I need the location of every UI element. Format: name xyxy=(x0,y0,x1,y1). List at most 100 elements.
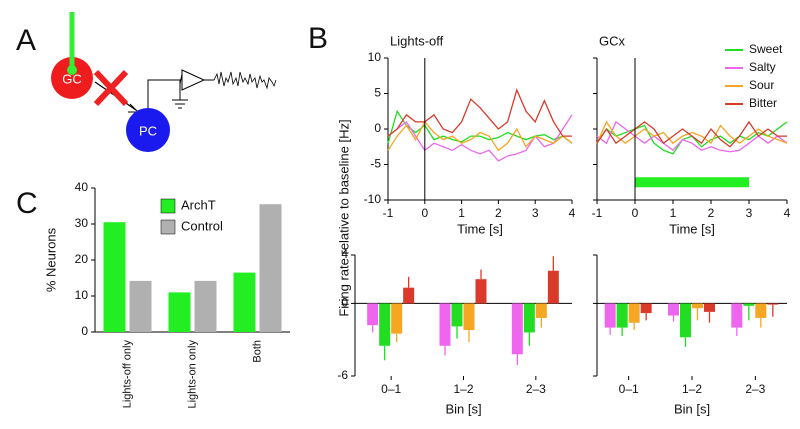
bar xyxy=(535,303,547,318)
series-line xyxy=(387,120,573,152)
bar xyxy=(604,303,616,328)
bar xyxy=(547,270,559,304)
bar xyxy=(616,303,628,328)
x-tick-label: 0 xyxy=(421,206,428,220)
bar xyxy=(755,303,767,318)
series-line xyxy=(387,88,572,137)
series-line xyxy=(596,120,787,148)
x-tick-label: -1 xyxy=(592,206,603,220)
y-tick-label: 30 xyxy=(75,216,89,230)
bar xyxy=(511,303,523,355)
x-tick-label: 1–2 xyxy=(453,382,473,396)
node-label: PC xyxy=(139,123,157,138)
bar xyxy=(367,303,379,326)
bar xyxy=(451,303,463,327)
x-tick-label: 2 xyxy=(495,206,502,220)
bar xyxy=(439,303,451,346)
node-label: GC xyxy=(62,71,82,86)
bar xyxy=(680,303,691,338)
bar xyxy=(168,292,191,332)
bar xyxy=(391,303,403,334)
series-line xyxy=(387,114,573,162)
bar xyxy=(403,287,415,304)
bar xyxy=(640,303,652,314)
bar xyxy=(379,303,391,346)
x-tick-label: 3 xyxy=(532,206,539,220)
x-tick-label: Lights-on only xyxy=(186,340,198,409)
bar xyxy=(259,204,282,332)
x-tick-label: 0–1 xyxy=(381,382,401,396)
y-tick-label: -5 xyxy=(370,157,381,171)
x-tick-label: 1 xyxy=(670,206,677,220)
x-tick-label: 2–3 xyxy=(745,382,765,396)
x-axis-label: Bin [s] xyxy=(445,401,481,416)
x-tick-label: 1–2 xyxy=(682,382,702,396)
diagram: GC PC xyxy=(51,12,277,152)
x-axis-label: Time [s] xyxy=(457,221,503,236)
panel-label: B xyxy=(308,22,328,55)
y-tick-label: -6 xyxy=(337,368,348,382)
y-axis-label: Firing rate relative to baseline [Hz] xyxy=(336,119,351,316)
legend-swatch xyxy=(160,219,176,235)
chart-title: GCx xyxy=(599,33,626,48)
bar xyxy=(523,303,535,333)
panel-label: C xyxy=(16,187,38,220)
x-tick-label: Lights-off only xyxy=(121,340,133,409)
bar xyxy=(767,303,779,305)
y-tick-label: 5 xyxy=(374,86,381,100)
y-tick-label: -10 xyxy=(364,192,382,206)
y-axis-label: % Neurons xyxy=(43,227,58,292)
x-tick-label: Both xyxy=(251,340,263,363)
trace xyxy=(213,71,277,90)
bar xyxy=(668,303,679,316)
block-x xyxy=(93,69,129,107)
bar xyxy=(233,272,256,332)
legend-label: Sour xyxy=(749,78,774,92)
y-tick-label: 20 xyxy=(75,252,89,266)
gc-cell xyxy=(51,57,93,99)
legend-label: Salty xyxy=(749,60,776,74)
y-tick-label: 4 xyxy=(341,247,348,261)
chart-title: Lights-off xyxy=(390,33,444,48)
y-tick-label: 10 xyxy=(75,288,89,302)
bar xyxy=(743,303,755,306)
panel-label: A xyxy=(16,24,36,57)
y-tick-label: 0 xyxy=(81,324,88,338)
series-line xyxy=(387,109,573,144)
legend-swatch xyxy=(160,198,176,214)
bar xyxy=(628,303,640,323)
series-line xyxy=(596,120,788,153)
x-tick-label: 1 xyxy=(458,206,465,220)
y-tick-label: 40 xyxy=(75,180,89,194)
x-tick-label: 0–1 xyxy=(619,382,639,396)
legend-label: Control xyxy=(181,218,223,233)
y-tick-label: 0 xyxy=(341,296,348,310)
x-tick-label: 4 xyxy=(784,206,791,220)
x-tick-label: 4 xyxy=(569,206,576,220)
y-tick-label: 10 xyxy=(368,50,382,64)
x-tick-label: 0 xyxy=(632,206,639,220)
bar xyxy=(103,222,126,332)
x-axis-label: Time [s] xyxy=(669,221,715,236)
bar xyxy=(704,303,715,312)
bar xyxy=(475,279,487,304)
legend-label: Sweet xyxy=(749,42,783,56)
bar xyxy=(731,303,743,328)
bar xyxy=(463,303,475,331)
x-tick-label: 3 xyxy=(746,206,753,220)
fiber-tip xyxy=(67,65,77,75)
x-tick-label: 2 xyxy=(708,206,715,220)
legend-label: Bitter xyxy=(749,96,777,110)
pc-cell xyxy=(126,108,170,152)
y-tick-label: 0 xyxy=(374,121,381,135)
amplifier xyxy=(147,69,214,109)
x-tick-label: 2–3 xyxy=(526,382,546,396)
bar xyxy=(194,280,217,332)
bar xyxy=(692,303,703,309)
series-line xyxy=(596,121,788,155)
legend-label: ArchT xyxy=(181,197,216,212)
x-tick-label: -1 xyxy=(383,206,394,220)
x-axis-label: Bin [s] xyxy=(674,401,710,416)
light-bar xyxy=(635,177,749,188)
